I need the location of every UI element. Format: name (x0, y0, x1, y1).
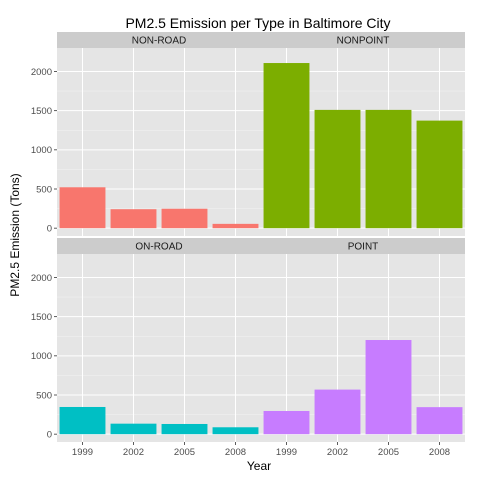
x-tick-label-2008: 2008 (429, 447, 450, 458)
facet-strip-label-on-road: ON-ROAD (135, 242, 182, 253)
y-tick-label: 500 (36, 184, 52, 195)
x-tick-label-1999: 1999 (276, 447, 297, 458)
y-tick-label: 0 (47, 429, 52, 440)
bar-on-road-1999 (59, 406, 106, 435)
facet-point: POINT 1999 2002 2005 2008 (261, 238, 465, 458)
x-tick-label-1999: 1999 (72, 447, 93, 458)
bar-non-road-1999 (59, 187, 106, 229)
bar-point-2005 (365, 340, 412, 435)
facet-panels: NON-ROAD 0 500 1000 1500 2000 NONPOINT ON-ROAD 0… (31, 32, 465, 458)
bar-on-road-2008 (212, 427, 259, 435)
facet-nonpoint: NONPOINT (261, 32, 465, 236)
bar-nonpoint-2005 (365, 109, 412, 229)
y-tick-label: 1000 (31, 145, 52, 156)
bar-on-road-2005 (161, 423, 208, 435)
x-tick-label-2002: 2002 (123, 447, 144, 458)
facet-strip-on-road (57, 238, 261, 254)
bar-point-2008 (416, 407, 463, 435)
x-axis-title: Year (247, 459, 271, 473)
bar-nonpoint-2008 (416, 120, 463, 229)
y-tick-label: 2000 (31, 273, 52, 284)
facet-non-road: NON-ROAD 0 500 1000 1500 2000 (31, 32, 261, 236)
x-tick-label-2005: 2005 (378, 447, 399, 458)
bar-non-road-2008 (212, 223, 259, 229)
y-tick-label: 2000 (31, 67, 52, 78)
y-tick-label: 1000 (31, 351, 52, 362)
facet-strip-label-point: POINT (348, 242, 379, 253)
chart-title: PM2.5 Emission per Type in Baltimore Cit… (125, 15, 390, 31)
facet-on-road: ON-ROAD 0 500 1000 1500 2000 1999 2002 2005 2008 (31, 238, 261, 458)
x-tick-label-2002: 2002 (327, 447, 348, 458)
y-tick-label: 500 (36, 390, 52, 401)
facet-strip-nonpoint (261, 32, 465, 48)
facet-strip-point (261, 238, 465, 254)
facet-strip-label-nonpoint: NONPOINT (337, 36, 390, 47)
y-tick-label: 1500 (31, 312, 52, 323)
bar-non-road-2002 (110, 209, 157, 229)
bar-on-road-2002 (110, 423, 157, 435)
bar-point-2002 (314, 389, 361, 435)
x-tick-label-2008: 2008 (225, 447, 246, 458)
bar-point-1999 (263, 410, 310, 435)
bar-nonpoint-1999 (263, 63, 310, 229)
y-axis-title: PM2.5 Emission (Tons) (8, 173, 22, 296)
bar-non-road-2005 (161, 208, 208, 229)
facet-strip-non-road (57, 32, 261, 48)
y-tick-label: 0 (47, 223, 52, 234)
bar-nonpoint-2002 (314, 109, 361, 229)
y-tick-label: 1500 (31, 106, 52, 117)
x-tick-label-2005: 2005 (174, 447, 195, 458)
facet-strip-label-non-road: NON-ROAD (132, 36, 186, 47)
